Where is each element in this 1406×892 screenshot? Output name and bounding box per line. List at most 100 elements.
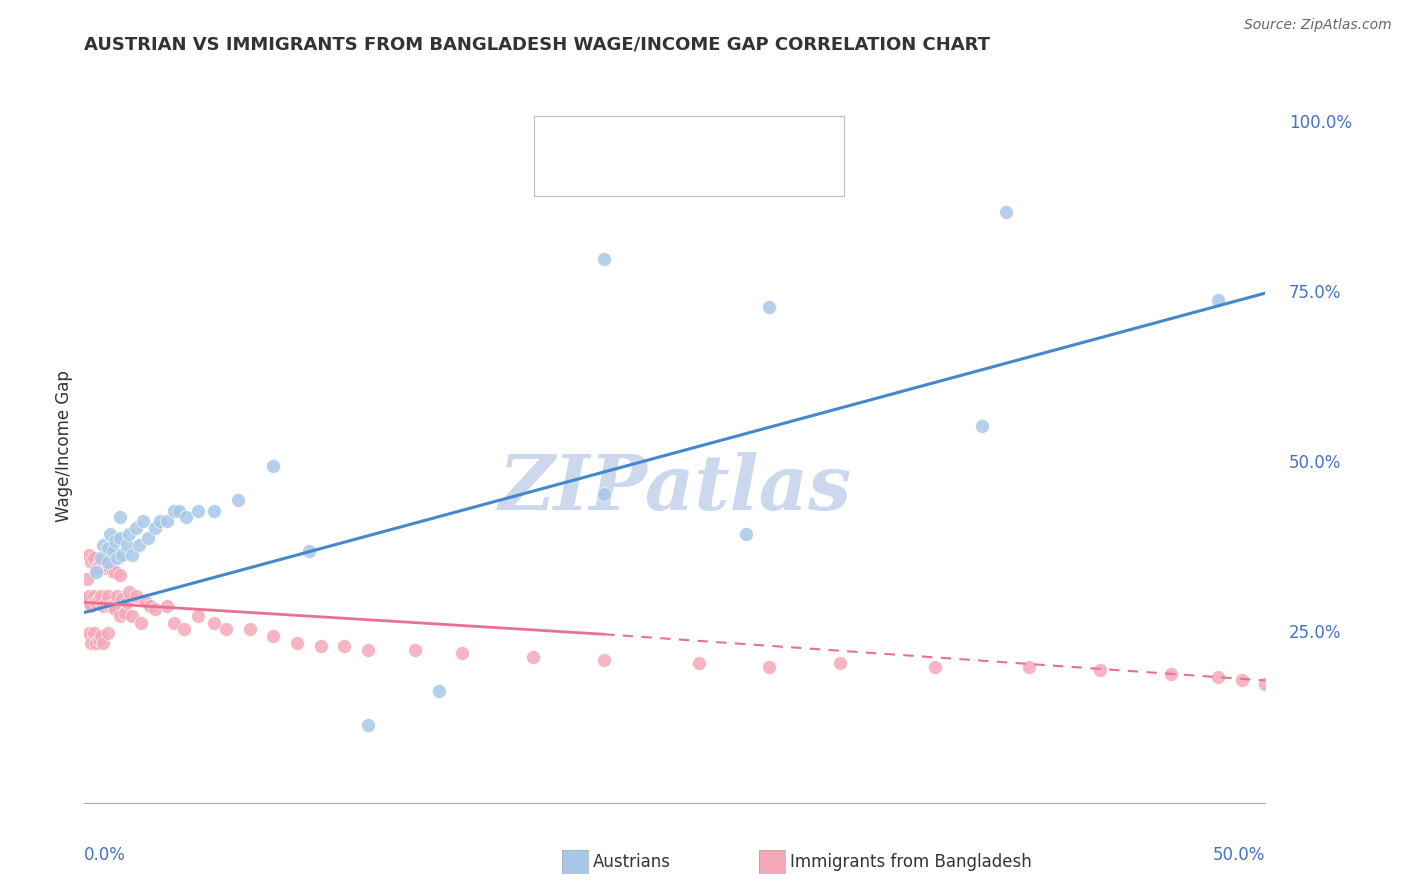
Point (83, 626, 105, 640)
Point (1206, 670, 1229, 684)
Point (593, 653, 616, 667)
Point (125, 520, 148, 534)
Point (90, 589, 112, 603)
Point (239, 623, 262, 637)
Y-axis label: Wage/Income Gap: Wage/Income Gap (55, 370, 73, 522)
Text: R = -0.113   N = 73: R = -0.113 N = 73 (591, 165, 768, 183)
Point (357, 643, 380, 657)
Point (174, 510, 197, 524)
Point (202, 615, 225, 630)
Point (77, 548, 100, 562)
Point (125, 589, 148, 603)
Point (97, 558, 120, 572)
Point (118, 585, 141, 599)
Point (167, 503, 190, 517)
Point (97, 626, 120, 640)
Point (121, 548, 143, 562)
Point (357, 717, 380, 731)
Point (924, 660, 946, 674)
Point (104, 534, 127, 549)
Point (115, 537, 138, 551)
Point (94, 561, 117, 575)
Point (734, 527, 756, 541)
Point (758, 660, 780, 674)
Text: 100.0%: 100.0% (1289, 114, 1353, 132)
Point (101, 565, 124, 579)
Point (101, 544, 124, 558)
Point (1160, 666, 1182, 681)
Point (108, 531, 131, 545)
Point (101, 599, 124, 613)
Point (1206, 293, 1229, 307)
Text: AUSTRIAN VS IMMIGRANTS FROM BANGLADESH WAGE/INCOME GAP CORRELATION CHART: AUSTRIAN VS IMMIGRANTS FROM BANGLADESH W… (84, 36, 990, 54)
Point (84, 561, 107, 575)
Point (1018, 660, 1040, 674)
Text: 0.0%: 0.0% (84, 846, 127, 863)
Point (108, 510, 131, 524)
Text: Source: ZipAtlas.com: Source: ZipAtlas.com (1244, 18, 1392, 32)
Point (1254, 677, 1277, 691)
Point (522, 649, 544, 664)
Point (139, 599, 162, 613)
Point (226, 493, 249, 508)
Point (107, 589, 129, 603)
Point (285, 636, 308, 650)
Text: 50.0%: 50.0% (1213, 846, 1265, 863)
Point (427, 683, 450, 698)
Point (115, 595, 138, 609)
Point (156, 514, 179, 528)
Point (80, 555, 103, 569)
Point (163, 615, 186, 630)
Point (98, 599, 121, 613)
Point (262, 629, 284, 643)
Point (107, 551, 129, 566)
Point (94, 595, 117, 609)
Point (76, 572, 98, 586)
Point (758, 300, 780, 314)
Point (1230, 673, 1253, 688)
Point (77, 589, 100, 603)
Point (84, 595, 107, 609)
Point (135, 595, 157, 609)
Point (90, 555, 112, 569)
Point (91, 599, 114, 613)
Text: Immigrants from Bangladesh: Immigrants from Bangladesh (790, 853, 1032, 871)
Point (97, 589, 120, 603)
Point (830, 657, 852, 671)
Point (91, 561, 114, 575)
Point (143, 602, 166, 616)
Point (593, 486, 616, 500)
Text: 50.0%: 50.0% (1289, 454, 1341, 472)
Point (309, 640, 332, 654)
Point (97, 555, 120, 569)
Point (970, 418, 993, 433)
Point (593, 252, 616, 266)
Point (132, 514, 155, 528)
Point (84, 565, 107, 579)
Point (143, 520, 166, 534)
Point (156, 599, 179, 613)
Point (80, 599, 103, 613)
Text: R = 0.458    N = 36: R = 0.458 N = 36 (591, 129, 766, 147)
Point (111, 548, 134, 562)
Point (87, 591, 110, 606)
Point (87, 558, 110, 572)
Point (90, 551, 112, 566)
Point (118, 527, 141, 541)
Point (83, 551, 105, 566)
Point (333, 640, 356, 654)
Point (298, 544, 321, 558)
Text: ZIPatlas: ZIPatlas (498, 452, 852, 525)
Point (173, 623, 195, 637)
Point (84, 636, 107, 650)
Point (114, 606, 136, 620)
Point (451, 646, 474, 660)
Text: Austrians: Austrians (593, 853, 671, 871)
Point (262, 459, 284, 474)
Point (111, 591, 134, 606)
Point (90, 629, 112, 643)
Point (97, 541, 120, 555)
Point (404, 643, 426, 657)
Point (108, 568, 131, 582)
Point (215, 623, 238, 637)
